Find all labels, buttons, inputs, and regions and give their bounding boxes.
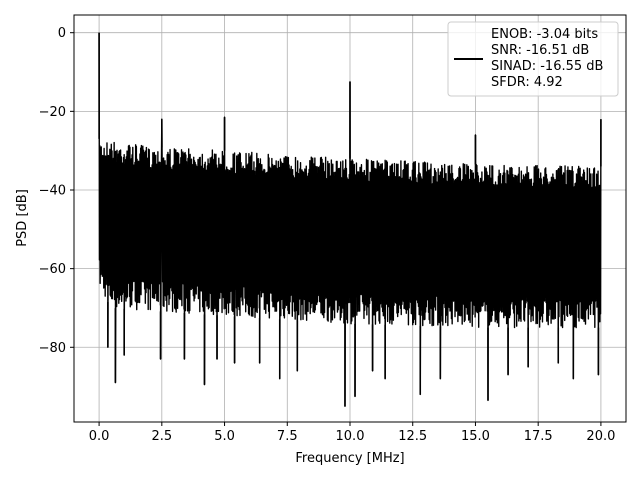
y-tick-label: 0 <box>58 26 66 41</box>
y-axis-label: PSD [dB] <box>15 189 30 247</box>
y-tick-label: −80 <box>39 341 66 356</box>
x-tick-label: 20.0 <box>586 429 615 444</box>
psd-series <box>98 32 602 407</box>
x-tick-label: 5.0 <box>214 429 235 444</box>
x-tick-label: 0.0 <box>89 429 110 444</box>
axis-ticks: 0.0 2.5 5.0 7.5 10.0 12.5 15.0 17.5 20.0 0 −20 −40 −… <box>39 26 616 444</box>
y-tick-label: −20 <box>39 105 66 120</box>
y-tick-label: −40 <box>39 183 66 198</box>
legend-sfdr: SFDR: 4.92 <box>491 75 563 90</box>
x-tick-label: 12.5 <box>398 429 427 444</box>
x-tick-label: 17.5 <box>524 429 553 444</box>
legend: ENOB: -3.04 bits SNR: -16.51 dB SINAD: -… <box>447 21 619 97</box>
psd-line <box>98 32 602 407</box>
x-tick-label: 7.5 <box>277 429 298 444</box>
x-axis-label: Frequency [MHz] <box>295 451 404 466</box>
legend-snr: SNR: -16.51 dB <box>491 43 589 58</box>
legend-sinad: SINAD: -16.55 dB <box>491 59 603 74</box>
x-tick-label: 10.0 <box>336 429 365 444</box>
legend-box <box>447 21 619 97</box>
x-tick-label: 2.5 <box>151 429 172 444</box>
x-tick-label: 15.0 <box>461 429 490 444</box>
y-tick-label: −60 <box>39 262 66 277</box>
legend-enob: ENOB: -3.04 bits <box>491 27 598 42</box>
